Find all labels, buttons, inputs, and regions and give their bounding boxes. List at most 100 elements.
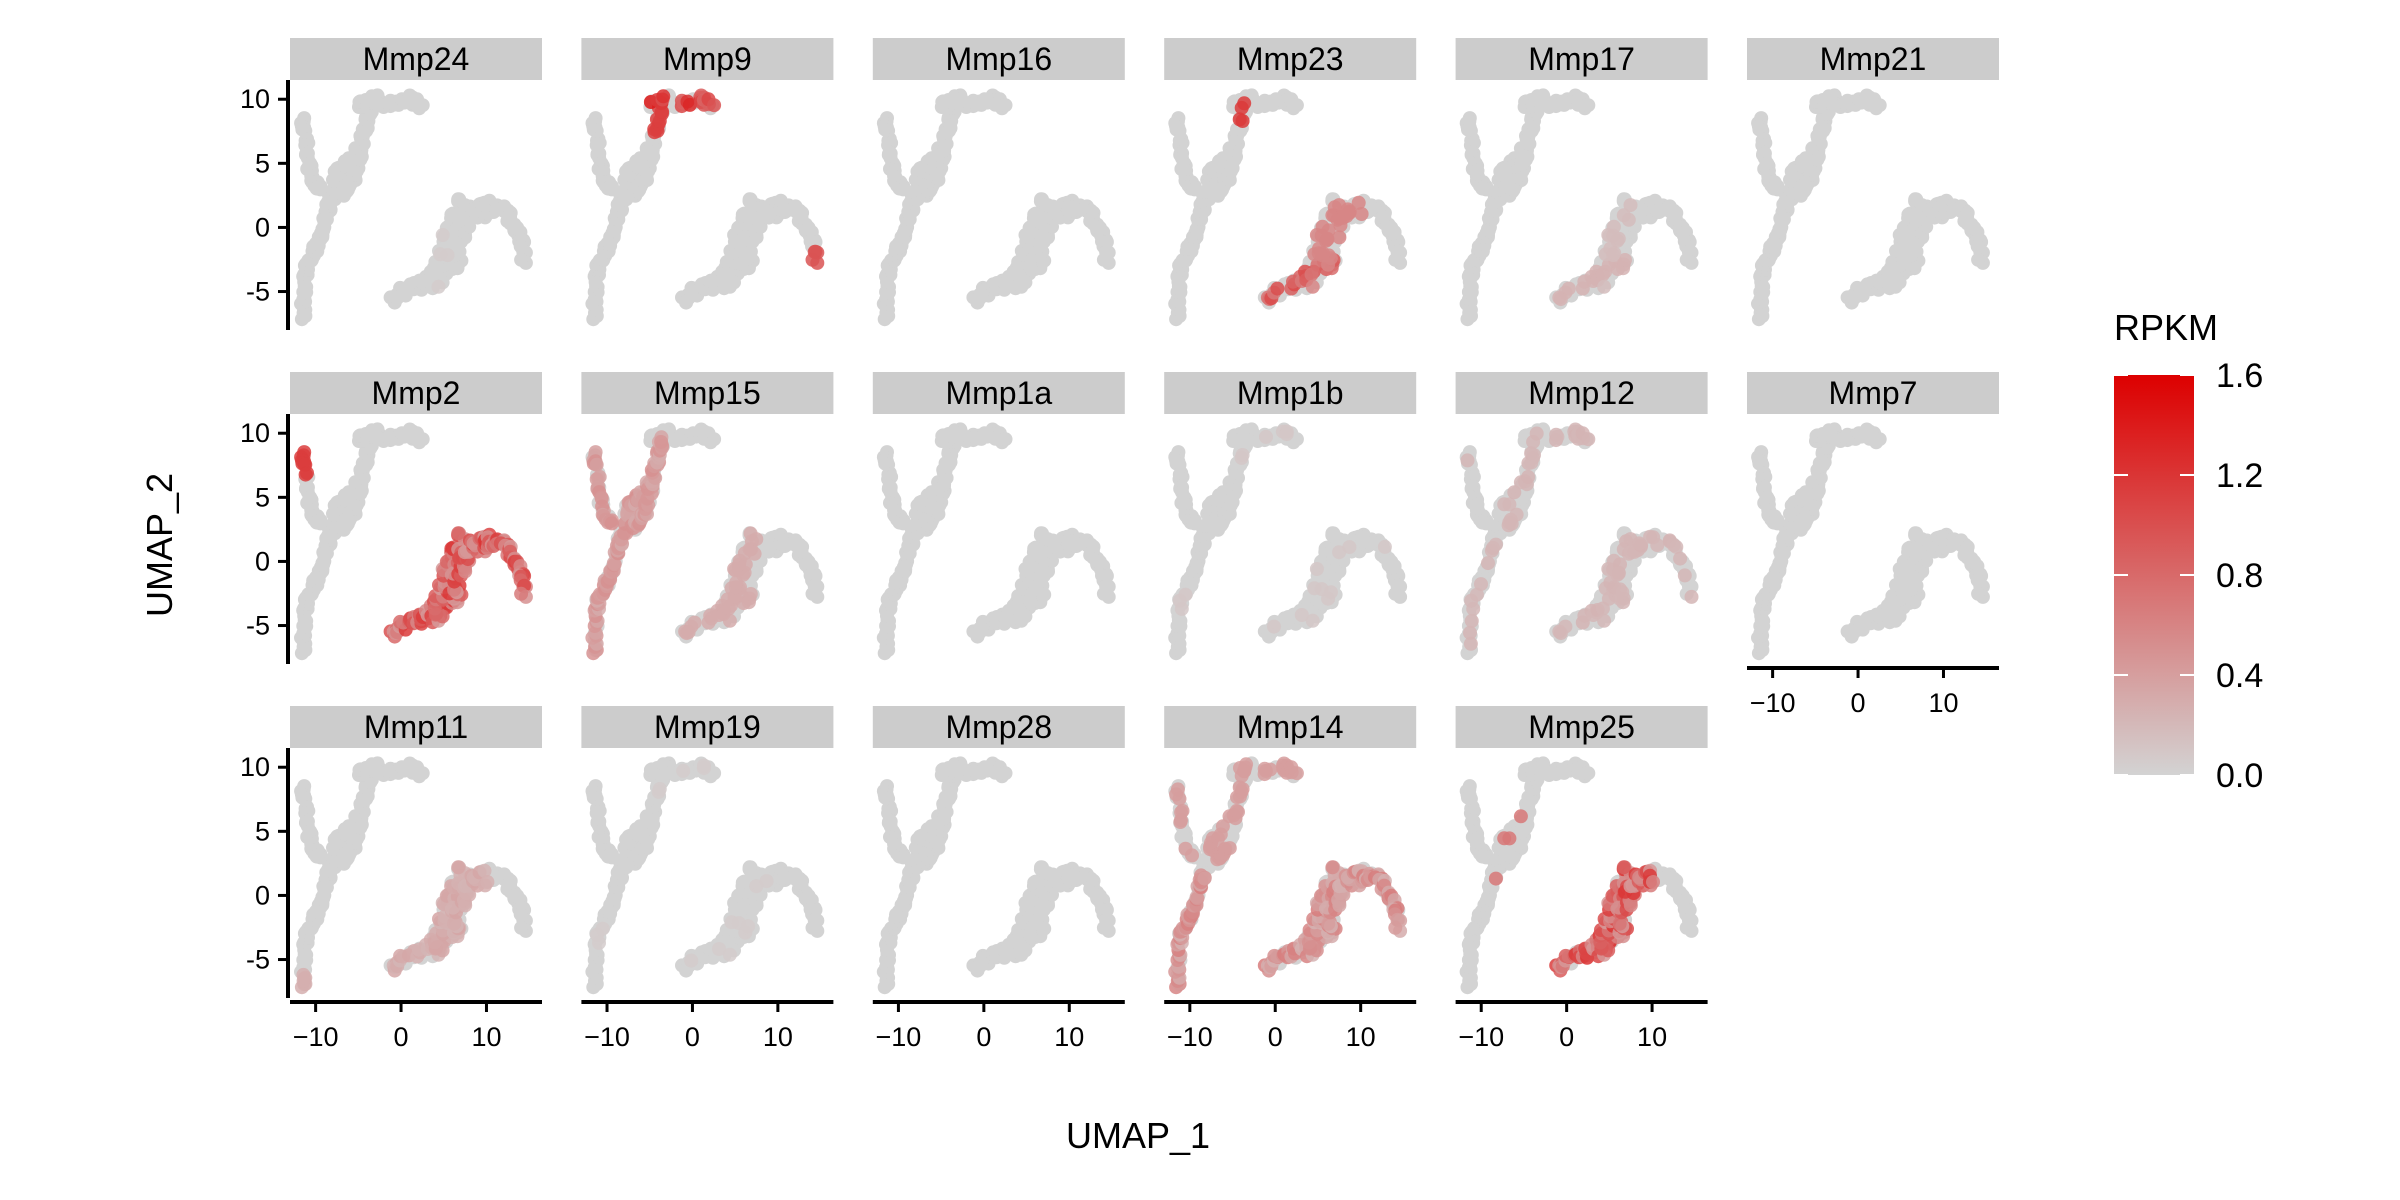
cell-point [514, 252, 529, 267]
cell-point [1289, 98, 1304, 113]
cell-point [656, 89, 671, 104]
cell-point [1323, 251, 1338, 266]
facet-panel-mmp15: Mmp15 [581, 372, 834, 661]
cell-point [805, 252, 820, 267]
facet-panel-mmp9: Mmp9 [581, 38, 834, 327]
cell-point [1610, 233, 1625, 248]
facet-panel-mmp23: Mmp23 [1164, 38, 1417, 327]
cell-point [1187, 516, 1202, 531]
facet-label: Mmp1a [945, 375, 1052, 411]
cell-point [1770, 182, 1785, 197]
cell-point [1305, 279, 1320, 294]
facet-label: Mmp15 [654, 375, 761, 411]
cell-point [451, 526, 466, 541]
cell-point [514, 586, 529, 601]
cell-point [1679, 252, 1694, 267]
facet-panel-mmp1b: Mmp1b [1164, 372, 1417, 661]
cell-point [1187, 182, 1202, 197]
cell-point [1235, 114, 1250, 128]
cell-point [431, 279, 446, 294]
facet-strip [872, 38, 1125, 80]
cell-point [1323, 585, 1338, 600]
cell-point [298, 467, 313, 482]
cell-point [1270, 281, 1285, 296]
cell-point [1377, 539, 1392, 554]
cell-points [1751, 88, 1990, 327]
cell-point [1479, 182, 1493, 197]
facet-label: Mmp17 [1528, 41, 1635, 77]
cell-point [749, 532, 764, 547]
cell-point [687, 615, 702, 630]
facet-strip [290, 38, 542, 80]
cell-point [415, 98, 430, 113]
cell-point [415, 432, 430, 447]
cell-point [1259, 429, 1273, 444]
cell-point [1320, 232, 1335, 247]
cell-point [998, 432, 1013, 447]
facet-panel-mmp21: Mmp21 [1747, 38, 1999, 327]
facet-panel-mmp2: Mmp2 [290, 372, 542, 661]
facet-panel-mmp17: Mmp17 [1455, 38, 1708, 327]
cell-point [1606, 219, 1621, 234]
cell-point [805, 586, 820, 601]
cell-point [589, 457, 604, 472]
cell-point [742, 192, 757, 207]
cell-point [440, 248, 455, 263]
facet-panel-mmp16: Mmp16 [872, 38, 1125, 327]
cell-point [604, 182, 619, 197]
cell-point [1034, 526, 1048, 541]
cell-point [707, 432, 722, 447]
cell-point [313, 516, 328, 531]
cell-point [1342, 540, 1357, 555]
facet-label: Mmp12 [1528, 375, 1635, 411]
cell-point [435, 228, 450, 242]
cell-point [1354, 207, 1369, 221]
facet-label: Mmp9 [663, 41, 752, 77]
cell-point [1096, 252, 1111, 267]
facet-label: Mmp2 [372, 375, 461, 411]
cell-point [1872, 98, 1887, 113]
cell-points [294, 88, 533, 327]
cell-point [1235, 448, 1250, 462]
cell-point [1309, 562, 1324, 576]
cell-points [1168, 422, 1408, 661]
facet-label: Mmp24 [363, 41, 470, 77]
facet-panels: Mmp24 Mmp9 Mmp16 Mmp23 Mmp17 Mmp21 Mmp2 Mmp15 Mm… [290, 38, 1999, 995]
cell-point [707, 98, 722, 113]
cell-point [1279, 427, 1294, 442]
cell-point [896, 182, 911, 197]
cell-point [1267, 619, 1281, 634]
facet-panel-mmp24: Mmp24 [290, 38, 542, 327]
cell-point [1325, 526, 1340, 541]
facet-panel-mmp12: Mmp12 [1455, 372, 1708, 661]
cell-point [1034, 192, 1048, 207]
cell-points [1168, 88, 1408, 327]
cell-points [876, 422, 1116, 661]
cell-point [1305, 613, 1320, 628]
cell-point [1597, 279, 1612, 294]
facet-label: Mmp23 [1237, 41, 1344, 77]
cell-point [1096, 586, 1111, 601]
cell-point [1332, 230, 1347, 245]
cell-points [1459, 88, 1699, 327]
facet-label: Mmp21 [1820, 41, 1927, 77]
cell-point [682, 97, 697, 112]
cell-point [1237, 96, 1252, 111]
cell-points [294, 422, 533, 661]
cell-point [1388, 252, 1403, 267]
cell-point [1178, 587, 1193, 602]
cell-points [585, 88, 825, 327]
cell-point [1388, 586, 1403, 601]
cell-points [585, 422, 825, 661]
cell-point [1971, 252, 1986, 267]
facet-panel-mmp1a: Mmp1a [872, 372, 1125, 661]
cell-point [1561, 281, 1576, 296]
cell-point [896, 516, 911, 531]
cell-point [604, 516, 619, 531]
cell-points [1459, 422, 1699, 661]
cell-point [998, 98, 1013, 113]
facet-label: Mmp1b [1237, 375, 1344, 411]
cell-point [1581, 98, 1596, 113]
cell-point [313, 182, 328, 197]
